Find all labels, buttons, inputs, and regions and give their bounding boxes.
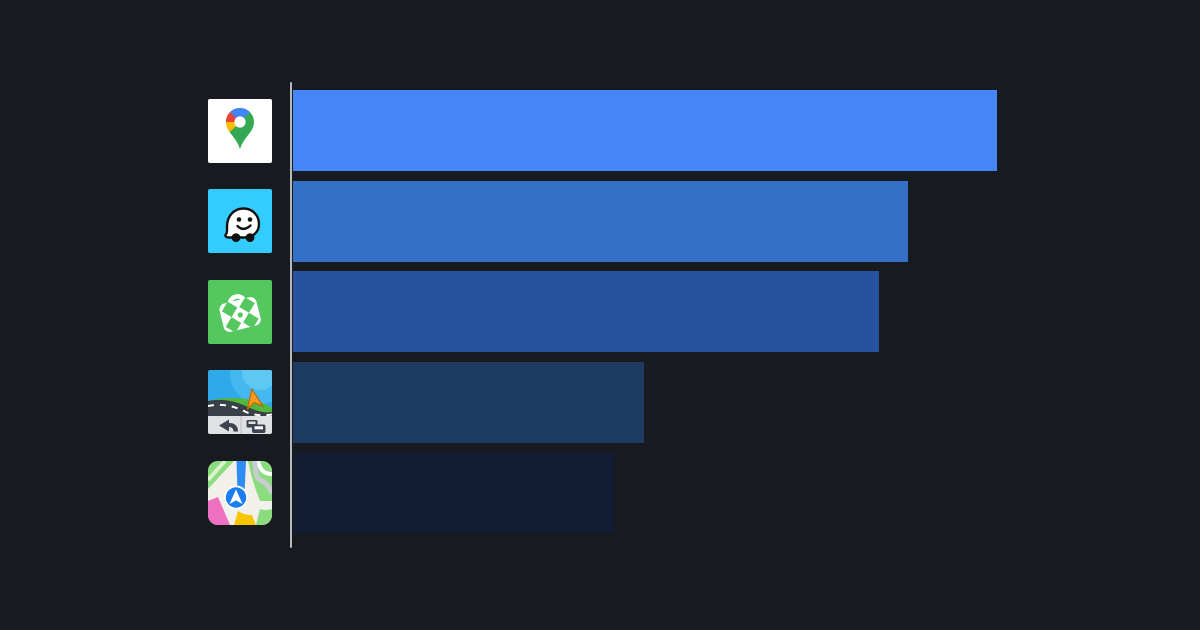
apple-maps-icon xyxy=(208,460,272,525)
sygic-icon xyxy=(208,370,272,434)
y-axis-line xyxy=(290,82,292,548)
waze-icon xyxy=(208,189,272,253)
bar-rows xyxy=(208,90,997,533)
maps-me-icon xyxy=(208,279,272,344)
sygic-bar xyxy=(293,361,644,443)
apple-maps-row xyxy=(208,452,997,533)
maps-me-bar xyxy=(293,271,879,352)
google-maps-icon xyxy=(208,98,272,163)
bar-row-waze xyxy=(208,180,997,262)
maps-me-row xyxy=(208,271,997,352)
bar-row-google-maps xyxy=(208,90,997,171)
google-maps-bar xyxy=(293,90,997,171)
sygic-row xyxy=(208,361,997,443)
waze-bar xyxy=(293,180,908,262)
apple-maps-bar xyxy=(293,452,614,533)
